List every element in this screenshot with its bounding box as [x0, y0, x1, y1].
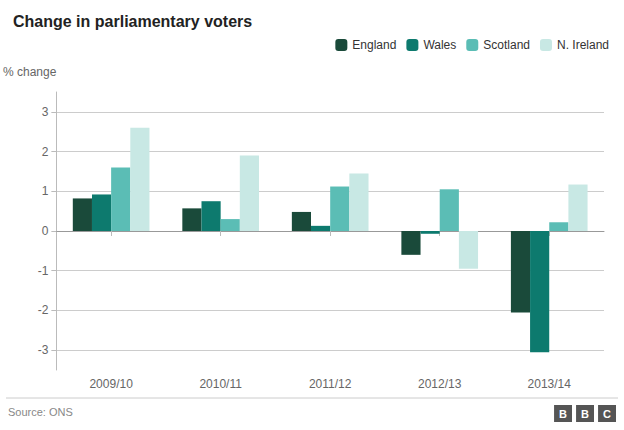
svg-text:Wales: Wales	[423, 38, 456, 52]
svg-text:2012/13: 2012/13	[418, 377, 462, 391]
svg-text:B: B	[559, 408, 567, 420]
svg-text:0: 0	[42, 224, 49, 238]
svg-text:N. Ireland: N. Ireland	[557, 38, 609, 52]
svg-text:England: England	[352, 38, 396, 52]
svg-text:Change in parliamentary voters: Change in parliamentary voters	[13, 13, 252, 30]
svg-text:Source: ONS: Source: ONS	[8, 406, 73, 418]
svg-text:B: B	[581, 408, 589, 420]
svg-text:-2: -2	[38, 303, 49, 317]
svg-text:1: 1	[42, 184, 49, 198]
svg-text:2010/11: 2010/11	[199, 377, 242, 391]
svg-text:2011/12: 2011/12	[309, 377, 352, 391]
svg-text:C: C	[603, 408, 611, 420]
svg-text:Scotland: Scotland	[483, 38, 530, 52]
svg-text:% change: % change	[3, 65, 57, 79]
svg-text:3: 3	[42, 105, 49, 119]
svg-text:2: 2	[42, 145, 49, 159]
svg-text:-1: -1	[38, 264, 49, 278]
svg-text:2013/14: 2013/14	[528, 377, 572, 391]
svg-text:2009/10: 2009/10	[89, 377, 133, 391]
svg-text:-3: -3	[38, 343, 49, 357]
